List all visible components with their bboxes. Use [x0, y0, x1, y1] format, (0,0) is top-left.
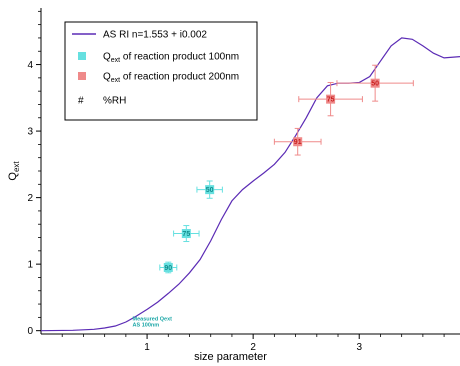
axis-labels: size parameter Qext [7, 161, 267, 363]
point-label: 50 [206, 187, 214, 194]
x-axis-label: size parameter [194, 351, 267, 363]
x-tick-label: 3 [356, 342, 362, 353]
point-label: 90 [164, 265, 172, 272]
point-marker [370, 78, 380, 88]
point-marker [293, 137, 303, 147]
legend-entry: Qext of reaction product 100nm [78, 52, 239, 65]
legend-square-swatch [78, 52, 86, 60]
model-curve-layer [40, 37, 460, 332]
legend-text: AS RI n=1.553 + i0.002 [103, 30, 207, 41]
legend: AS RI n=1.553 + i0.002 Qext of reaction p… [64, 21, 258, 121]
legend-text: Qext of reaction product 200nm [103, 72, 239, 85]
legend-text: Qext of reaction product 100nm [103, 52, 239, 65]
legend-entry: AS RI n=1.553 + i0.002 [72, 30, 207, 41]
point-label: 50 [371, 81, 379, 88]
legend-hash-symbol: # [78, 96, 84, 107]
annotation-line: AS 100nm [133, 322, 160, 328]
legend-text: %RH [103, 96, 126, 107]
point-marker [205, 185, 215, 195]
legend-text-rest: of reaction product 100nm [120, 52, 239, 63]
measured-point-200nm: 91 [273, 127, 322, 156]
legend-text-sub: ext [111, 77, 120, 84]
legend-text-main: Q [103, 72, 111, 83]
point-label: 75 [327, 97, 335, 104]
legend-entry: # %RH [78, 96, 126, 107]
point-label: 75 [182, 231, 190, 238]
x-tick-label: 1 [144, 342, 150, 353]
x-tick-label: 2 [250, 342, 256, 353]
y-tick-label: 3 [27, 127, 33, 138]
measured-point-100nm: 50 [196, 180, 223, 199]
point-marker [181, 229, 191, 239]
annotation-line: Measured Qext [133, 316, 173, 322]
y-axis-label: Qext [7, 161, 21, 181]
point-label: 91 [294, 139, 302, 146]
point-marker [326, 94, 336, 104]
y-axis-label-sub: ext [12, 161, 21, 172]
measured-point-200nm: 50 [336, 64, 414, 102]
y-tick-label: 2 [27, 193, 33, 204]
y-axis-label-main: Q [7, 172, 19, 181]
legend-text-sub: ext [111, 57, 120, 64]
legend-square-swatch [78, 72, 86, 80]
measured-point-100nm: 90 [159, 261, 178, 274]
measured-point-100nm: 75 [173, 225, 200, 243]
legend-box [64, 21, 258, 121]
legend-text-rest: of reaction product 200nm [120, 72, 239, 83]
point-marker [163, 262, 173, 272]
measured-point-200nm: 75 [298, 82, 363, 117]
legend-entry: Qext of reaction product 200nm [78, 72, 239, 85]
y-tick-label: 0 [27, 326, 33, 337]
model-curve [40, 37, 460, 332]
y-tick-label: 1 [27, 260, 33, 271]
y-tick-label: 4 [27, 60, 33, 71]
measured-points-layer: 50 75 90 50 75 91 [159, 64, 414, 274]
legend-text-main: Q [103, 52, 111, 63]
axes: 1 2 3 0 1 2 3 4 [27, 8, 460, 353]
